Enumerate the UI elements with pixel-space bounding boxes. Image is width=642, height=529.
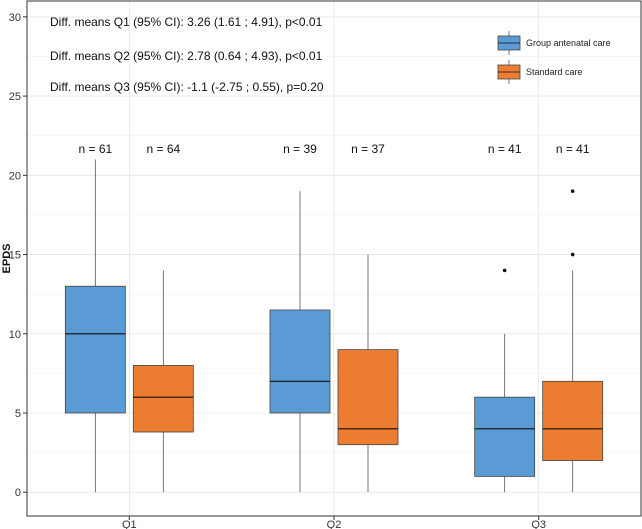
y-tick-label: 5 bbox=[15, 408, 21, 420]
n-label: n = 39 bbox=[283, 142, 317, 156]
annotation-text: Diff. means Q1 (95% CI): 3.26 (1.61 ; 4.… bbox=[50, 15, 323, 29]
y-tick-label: 10 bbox=[9, 329, 21, 341]
legend: Group antenatal care Standard care bbox=[497, 31, 611, 84]
annotation-text: Diff. means Q2 (95% CI): 2.78 (0.64 ; 4.… bbox=[50, 49, 323, 63]
box bbox=[132, 365, 194, 433]
outlier-point bbox=[570, 252, 575, 257]
sample-size-labels: n = 61 n = 64 n = 39 n = 37 n = 41 n = 41 bbox=[78, 142, 589, 156]
box bbox=[269, 309, 331, 414]
n-label: n = 61 bbox=[78, 142, 112, 156]
n-label: n = 64 bbox=[146, 142, 180, 156]
x-tick-label: Q3 bbox=[531, 519, 546, 529]
annotations: Diff. means Q1 (95% CI): 3.26 (1.61 ; 4.… bbox=[50, 15, 324, 94]
x-tick-label: Q1 bbox=[122, 519, 137, 529]
y-axis-label: EPDS bbox=[1, 244, 13, 274]
box-plots bbox=[64, 159, 604, 493]
y-tick-label: 15 bbox=[9, 250, 21, 262]
annotation-text: Diff. means Q3 (95% CI): -1.1 (-2.75 ; 0… bbox=[50, 80, 324, 94]
y-tick-label: 20 bbox=[9, 170, 21, 182]
legend-label: Standard care bbox=[526, 67, 583, 77]
n-label: n = 41 bbox=[556, 142, 590, 156]
box bbox=[542, 380, 604, 461]
y-tick-label: 0 bbox=[15, 487, 21, 499]
panel-border bbox=[26, 0, 642, 517]
outlier-point bbox=[502, 268, 507, 273]
legend-label: Group antenatal care bbox=[526, 38, 611, 48]
y-axis-ticks: 0 5 10 15 20 25 30 bbox=[9, 12, 27, 499]
x-axis-ticks: Q1 Q2 Q3 bbox=[122, 516, 546, 529]
grid-lines bbox=[27, 1, 641, 516]
box bbox=[474, 396, 536, 477]
y-tick-label: 30 bbox=[9, 12, 21, 24]
n-label: n = 37 bbox=[351, 142, 385, 156]
y-tick-label: 25 bbox=[9, 91, 21, 103]
box bbox=[64, 285, 126, 414]
n-label: n = 41 bbox=[488, 142, 522, 156]
outlier-point bbox=[570, 189, 575, 193]
x-tick-label: Q2 bbox=[327, 519, 342, 529]
box bbox=[337, 349, 399, 446]
